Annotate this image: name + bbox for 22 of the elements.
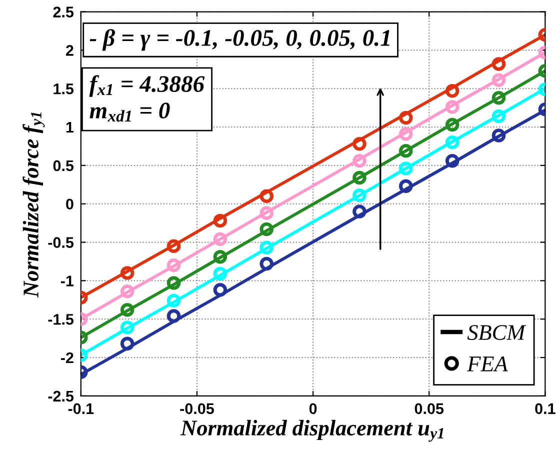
y-tick-label: 0 bbox=[66, 198, 74, 210]
x-tick-label: 0 bbox=[309, 403, 317, 414]
y-tick-label: 0.5 bbox=[53, 160, 74, 172]
y-tick-label: 2 bbox=[66, 45, 74, 56]
annotation: SBCM bbox=[467, 325, 526, 340]
x-tick-label: -0.1 bbox=[68, 403, 94, 414]
y-tick-label: -2 bbox=[60, 352, 74, 364]
y-tick-label: -1 bbox=[60, 276, 74, 286]
annotation: - β = γ = -0.1, -0.05, 0, 0.05, 0.1 bbox=[90, 29, 390, 51]
y-tick-label: 1.5 bbox=[54, 84, 74, 94]
x-tick-label: 0.05 bbox=[414, 403, 444, 414]
x-axis-title: Normalized displacement u$_{y1}$ bbox=[180, 420, 444, 442]
y-tick-label: 1 bbox=[66, 122, 74, 133]
y-tick-label: -2.5 bbox=[48, 390, 74, 402]
y-axis-title: Normalized force f$_{y1}$ bbox=[22, 112, 45, 298]
annotation: FEA bbox=[467, 356, 508, 372]
x-tick-label: 0.1 bbox=[535, 403, 556, 414]
annotation: f$_{x1}$ = 4.3886 m$_{xd1}$ = 0 bbox=[89, 75, 205, 122]
y-tick-label: -1.5 bbox=[48, 314, 74, 325]
y-tick-label: -0.5 bbox=[48, 237, 74, 248]
y-tick-label: 2.5 bbox=[53, 6, 74, 18]
x-tick-label: -0.05 bbox=[180, 403, 214, 414]
